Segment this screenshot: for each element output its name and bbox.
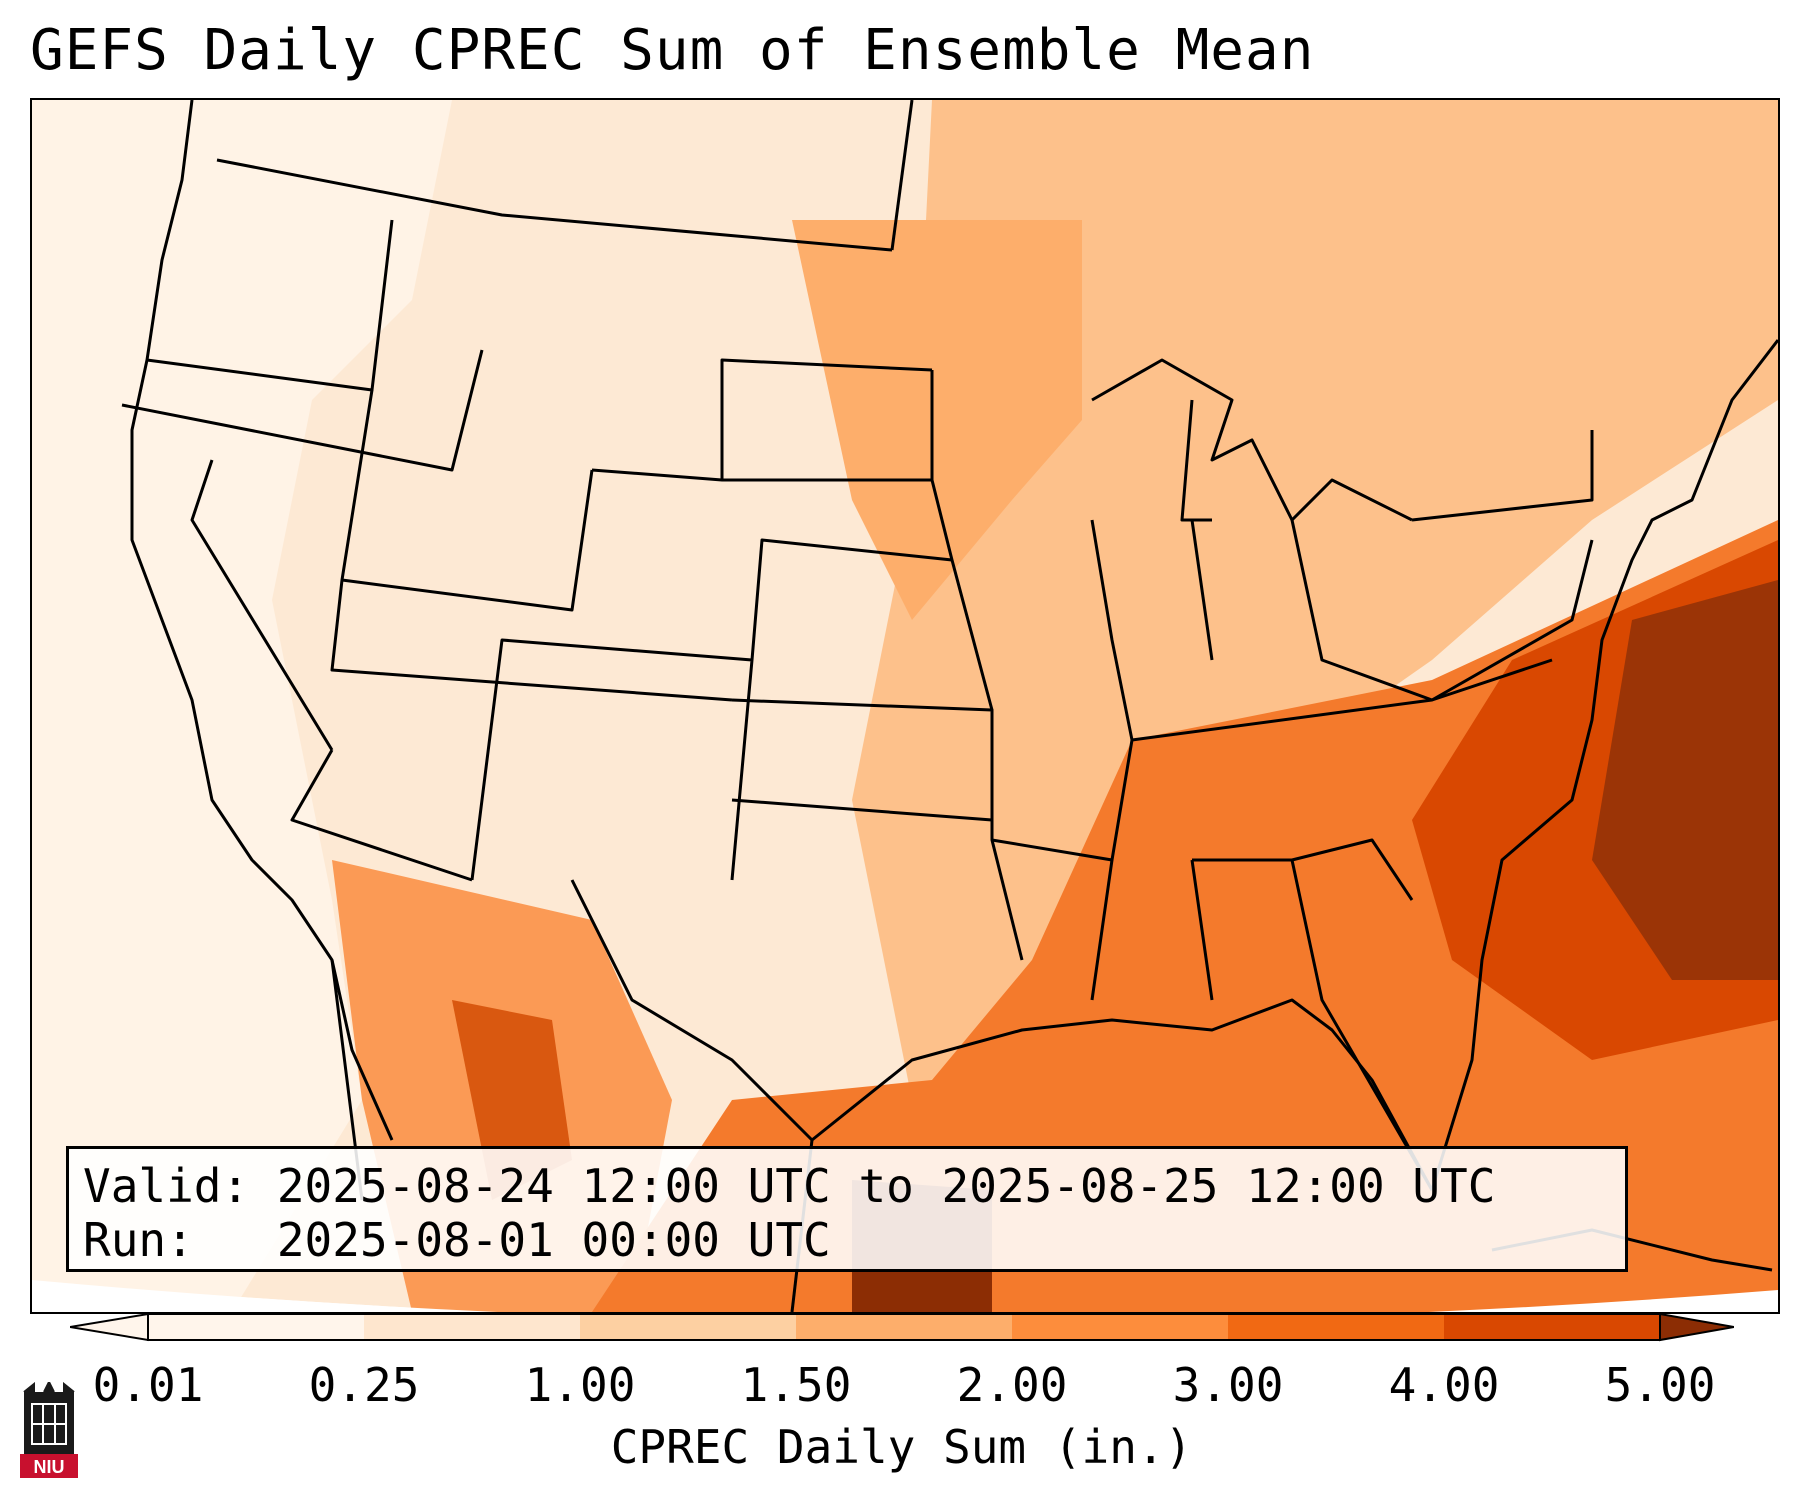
map-title: GEFS Daily CPREC Sum of Ensemble Mean bbox=[30, 18, 1315, 83]
colorbar-bin-3 bbox=[796, 1314, 1013, 1340]
colorbar-extend-high bbox=[1659, 1312, 1734, 1342]
map-canvas bbox=[32, 100, 1778, 1312]
colorbar-bin-5 bbox=[1228, 1314, 1445, 1340]
colorbar-extend-low bbox=[70, 1312, 149, 1342]
state-borders bbox=[121, 100, 1778, 1312]
colorbar-tick-1: 0.25 bbox=[308, 1358, 420, 1412]
colorbar-tick-6: 4.00 bbox=[1388, 1358, 1500, 1412]
colorbar-bin-0 bbox=[148, 1314, 365, 1340]
atlantic-coastline bbox=[1430, 339, 1778, 1191]
precipitation-map bbox=[30, 98, 1780, 1314]
colorbar-tick-3: 1.50 bbox=[740, 1358, 852, 1412]
map-field-midwest bbox=[792, 220, 1082, 620]
colorbar-tick-4: 2.00 bbox=[956, 1358, 1068, 1412]
projection-edge bbox=[32, 1280, 1778, 1312]
valid-line: Valid: 2025-08-24 12:00 UTC to 2025-08-2… bbox=[83, 1159, 1496, 1213]
northern-border-west bbox=[216, 158, 893, 252]
colorbar bbox=[70, 1312, 1734, 1342]
valid-time-box: Valid: 2025-08-24 12:00 UTC to 2025-08-2… bbox=[66, 1146, 1628, 1272]
colorbar-tick-5: 3.00 bbox=[1172, 1358, 1284, 1412]
map-field-atlantic-max bbox=[1592, 580, 1778, 980]
colorbar-tick-7: 5.00 bbox=[1604, 1358, 1716, 1412]
colorbar-frame bbox=[147, 1313, 1661, 1341]
gulf-coastline bbox=[811, 998, 1434, 1191]
colorbar-tick-2: 1.00 bbox=[524, 1358, 636, 1412]
colorbar-bin-6 bbox=[1444, 1314, 1661, 1340]
west-coastline bbox=[130, 100, 394, 1141]
colorbar-tick-0: 0.01 bbox=[92, 1358, 204, 1412]
colorbar-bin-1 bbox=[364, 1314, 581, 1340]
colorbar-label: CPREC Daily Sum (in.) bbox=[610, 1420, 1193, 1474]
niu-logo: NIU bbox=[20, 1382, 78, 1478]
great-lakes-shore bbox=[1091, 358, 1413, 522]
colorbar-bin-4 bbox=[1012, 1314, 1229, 1340]
run-line: Run: 2025-08-01 00:00 UTC bbox=[83, 1213, 831, 1267]
logo-text: NIU bbox=[34, 1457, 65, 1477]
colorbar-bin-2 bbox=[580, 1314, 797, 1340]
